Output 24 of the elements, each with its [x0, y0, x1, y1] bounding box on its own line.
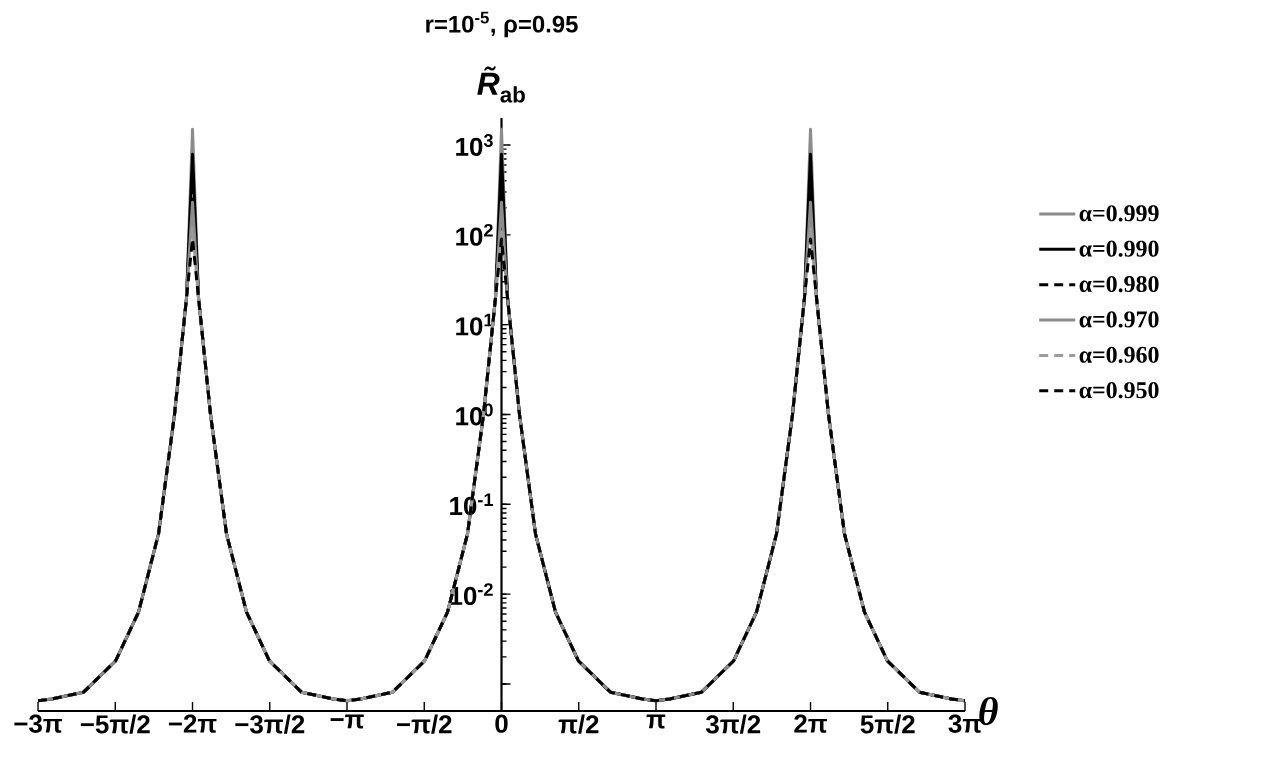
chart-title: r=10$^{-5}$, ρ=0.95 — [426, 11, 578, 38]
legend-label: α=0.999 — [1079, 205, 1159, 222]
x-axis-title: θ — [979, 696, 998, 726]
y-tick-label: 10$^{3}$ — [456, 134, 493, 156]
x-tick-label: 5π/2 — [860, 714, 915, 734]
x-tick-label: 0 — [495, 714, 508, 733]
x-tick-label: −3π — [14, 714, 62, 733]
x-tick-label: −5π/2 — [80, 714, 150, 734]
x-tick-label: 2π — [794, 714, 827, 733]
x-tick-label: 3π — [948, 714, 982, 733]
x-tick-label: −π/2 — [397, 714, 452, 734]
legend-label: α=0.990 — [1079, 240, 1159, 257]
legend-label: α=0.950 — [1079, 382, 1159, 399]
x-tick-label: π — [646, 714, 666, 729]
x-tick-label: π/2 — [558, 714, 599, 734]
x-tick-label: −π — [330, 714, 364, 729]
y-axis-title: R̃$_{ab}$ — [477, 66, 525, 103]
legend-label: α=0.960 — [1079, 346, 1159, 363]
x-tick-label: −3π/2 — [235, 714, 305, 734]
y-tick-label: 10$^{2}$ — [456, 223, 493, 246]
legend-label: α=0.980 — [1079, 275, 1159, 293]
x-tick-label: 3π/2 — [705, 714, 761, 734]
x-tick-label: −2π — [168, 714, 217, 733]
legend-label: α=0.970 — [1079, 311, 1159, 328]
